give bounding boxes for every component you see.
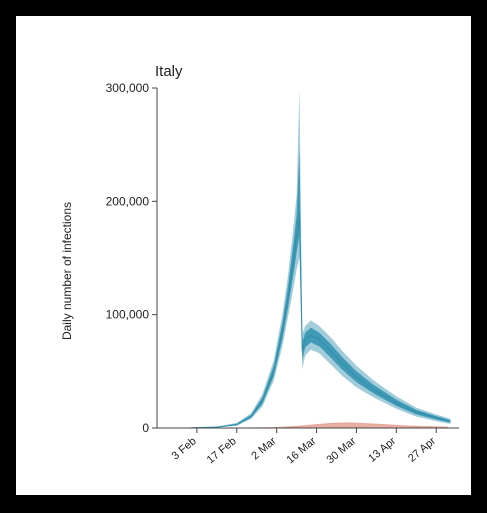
x-tick-label: 2 Mar	[249, 435, 279, 462]
y-tick-label: 300,000	[106, 81, 150, 95]
series-0-line	[191, 212, 451, 429]
x-tick-label: 17 Feb	[205, 435, 239, 466]
series-1-line	[245, 422, 448, 429]
y-tick-label: 200,000	[106, 194, 150, 208]
x-tick-label: 16 Mar	[285, 435, 319, 466]
chart-title: Italy	[155, 63, 183, 80]
series-0-uncertainty-band	[191, 88, 451, 428]
chart-panel: Italy Daily number of infections 0 100,00…	[16, 16, 471, 495]
y-tick-label: 0	[142, 421, 149, 435]
y-tick-label: 100,000	[106, 308, 150, 322]
y-axis-label: Daily number of infections	[60, 202, 74, 340]
x-tick-label: 13 Apr	[366, 435, 398, 465]
x-tick-label: 27 Apr	[406, 435, 438, 465]
x-tick-label: 30 Mar	[324, 435, 358, 466]
x-tick-label: 3 Feb	[170, 435, 199, 462]
series-0-inner-band	[191, 150, 451, 428]
infections-chart: Italy Daily number of infections 0 100,00…	[60, 63, 459, 466]
